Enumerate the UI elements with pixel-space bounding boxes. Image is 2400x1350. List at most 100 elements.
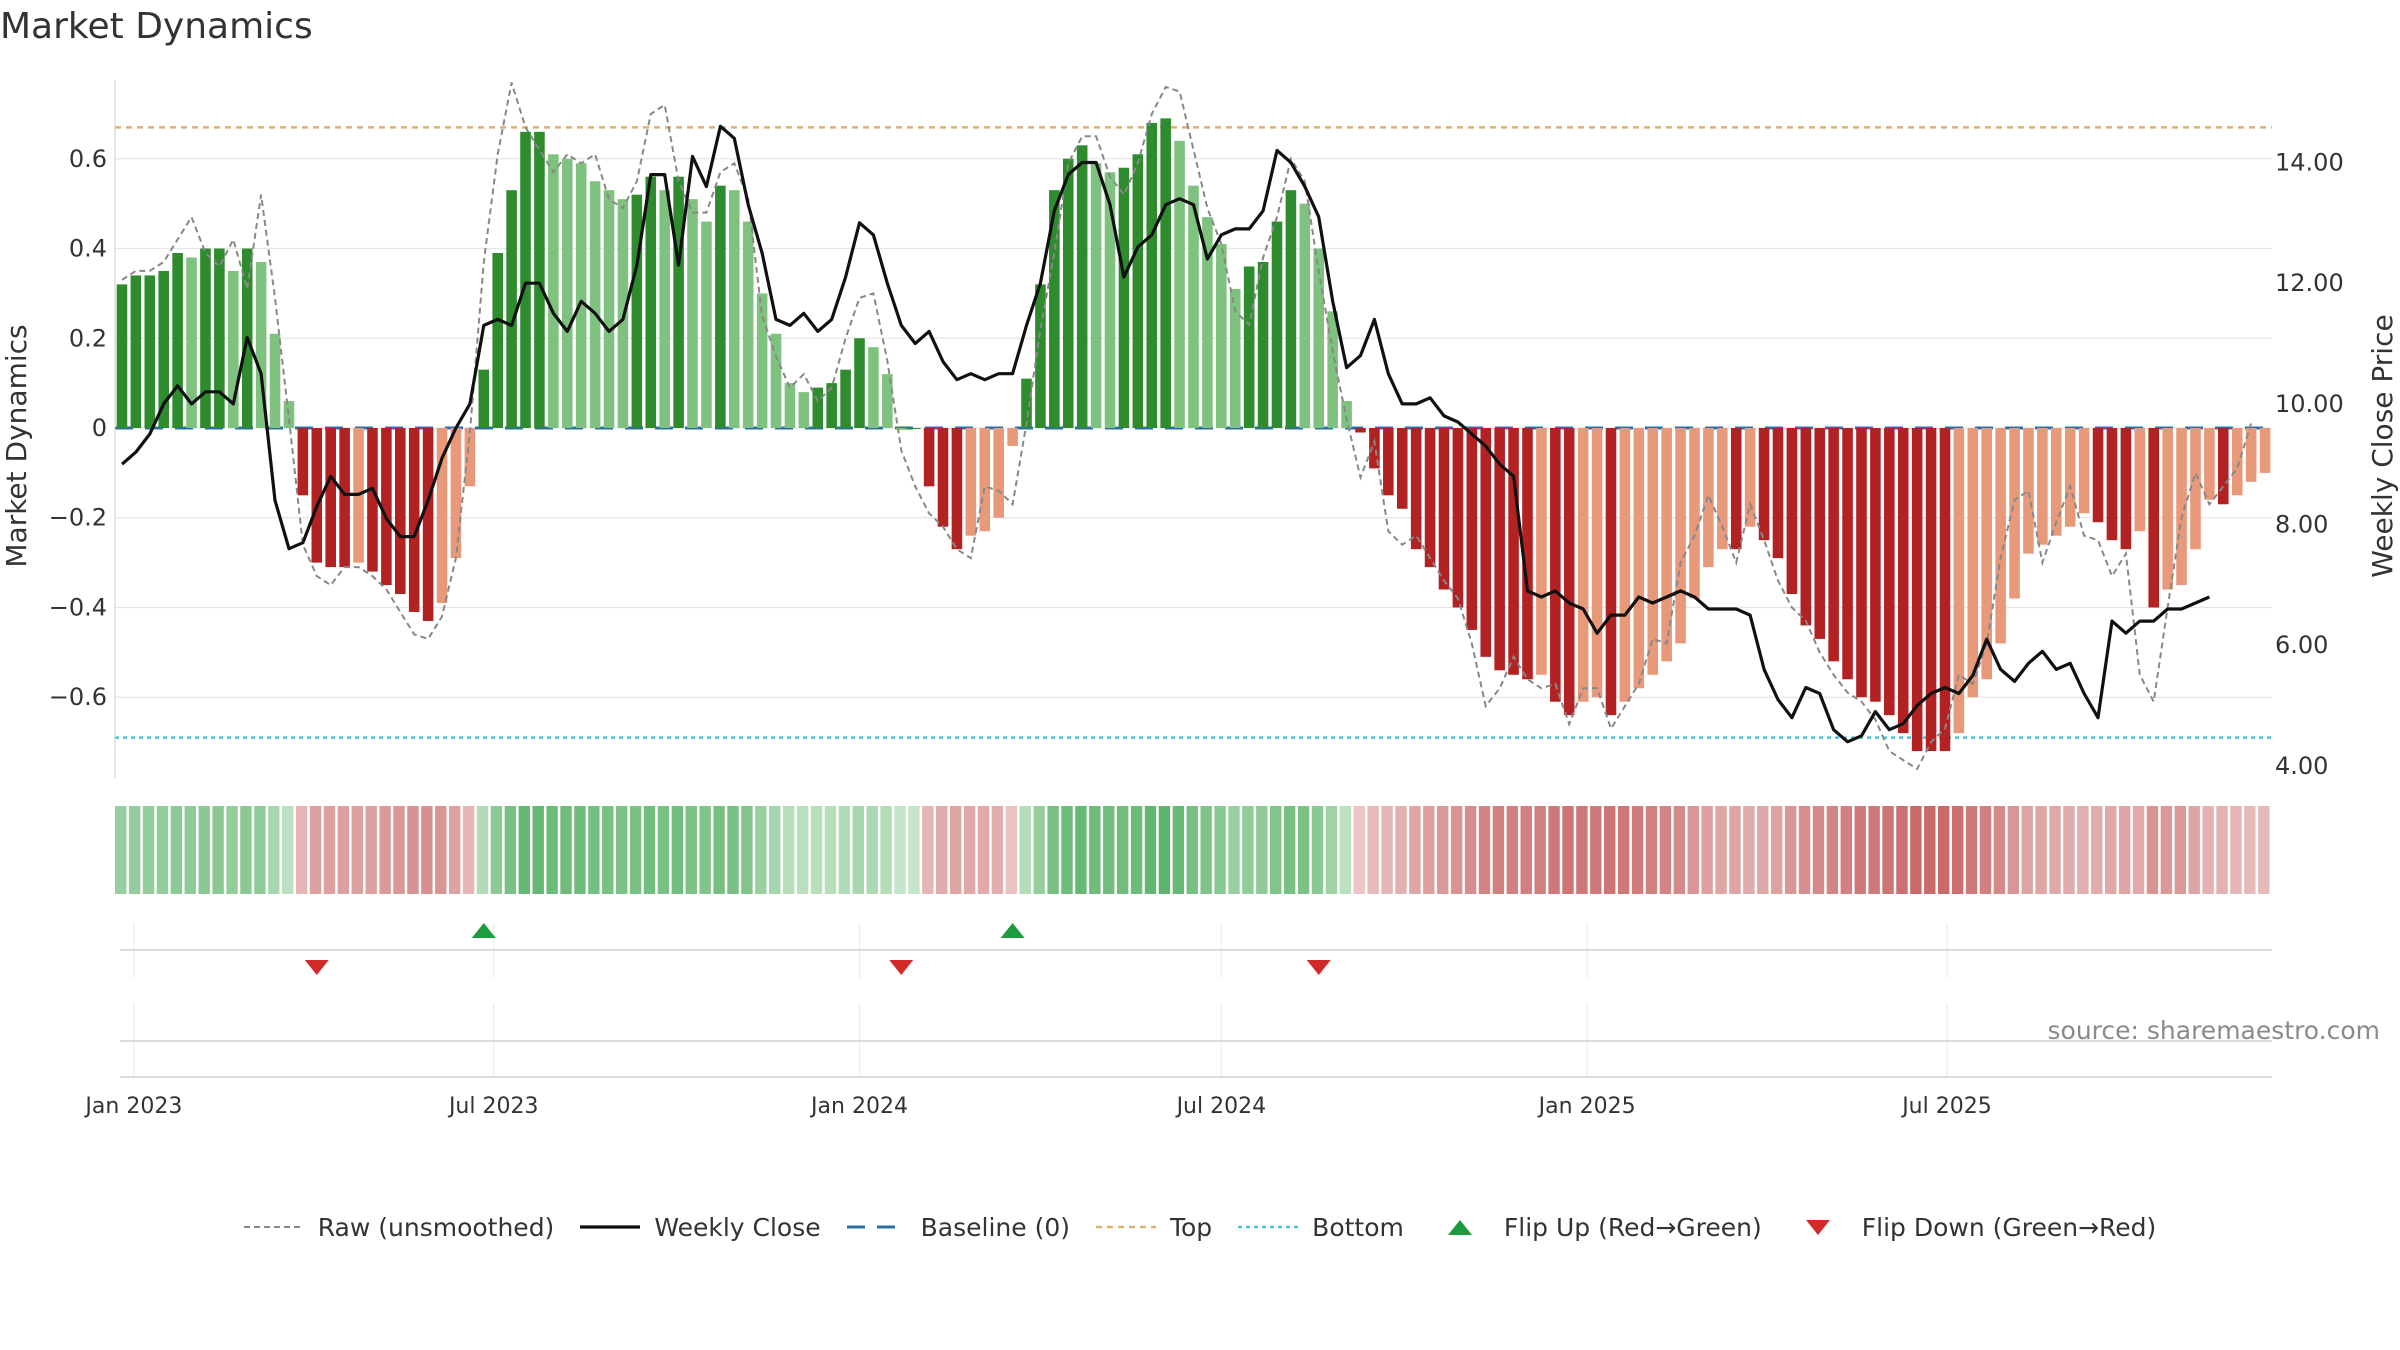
- band-cell: [1478, 806, 1491, 894]
- band-cell: [2021, 806, 2033, 894]
- md-bar: [840, 369, 851, 428]
- band-cell: [936, 806, 948, 894]
- band-cell: [1938, 806, 1950, 894]
- md-bar: [854, 338, 865, 428]
- band-cell: [1882, 806, 1894, 894]
- md-bar: [186, 257, 197, 428]
- md-bar: [1494, 428, 1505, 671]
- band-cell: [1701, 806, 1713, 894]
- md-bar: [1661, 428, 1672, 662]
- band-cell: [1910, 806, 1922, 894]
- band-cell: [852, 806, 864, 894]
- md-bar: [2106, 428, 2118, 541]
- band-cell: [1659, 806, 1672, 894]
- md-bar: [1981, 428, 1993, 680]
- md-bar: [408, 428, 420, 612]
- band-cell: [240, 806, 252, 894]
- band-cell: [1353, 806, 1365, 894]
- md-bar: [1675, 428, 1686, 644]
- md-bar: [1049, 190, 1060, 428]
- band-cell: [1130, 806, 1143, 894]
- band-cell: [1854, 806, 1866, 894]
- band-cell: [1464, 806, 1477, 894]
- band-cell: [184, 806, 196, 894]
- md-bar: [2092, 428, 2104, 523]
- md-bar: [214, 248, 225, 428]
- md-bar: [1243, 266, 1255, 428]
- x-tick-label: Jan 2023: [83, 1094, 182, 1119]
- legend-item-bottom: Bottom: [1238, 1213, 1404, 1242]
- md-bar: [534, 131, 545, 428]
- md-bar: [1939, 428, 1951, 752]
- band-cell: [1868, 806, 1880, 894]
- band-cell: [727, 806, 739, 894]
- md-bar: [1299, 203, 1311, 428]
- band-cell: [212, 806, 224, 894]
- md-bar: [1104, 172, 1116, 428]
- band-cell: [1450, 806, 1463, 894]
- md-bar: [1174, 140, 1185, 429]
- md-bar: [2023, 428, 2034, 554]
- md-bar: [742, 221, 754, 428]
- band-cell: [156, 806, 169, 894]
- band-cell: [699, 806, 711, 894]
- md-bar: [1076, 145, 1088, 429]
- md-bar: [2148, 428, 2160, 608]
- band-cell: [2160, 806, 2173, 894]
- band-cell: [1228, 806, 1240, 894]
- y-axis-left-label: Market Dynamics: [0, 324, 33, 567]
- md-bar: [1035, 284, 1046, 428]
- md-bar: [381, 428, 392, 586]
- md-bar: [506, 190, 517, 428]
- band-cell: [1548, 806, 1560, 894]
- md-bar: [784, 383, 796, 428]
- band-cell: [128, 806, 141, 894]
- md-bar: [1786, 428, 1798, 595]
- md-bar: [1313, 248, 1325, 428]
- band-cell: [2091, 806, 2103, 894]
- band-cell: [755, 806, 767, 894]
- md-bar: [1884, 428, 1895, 716]
- legend-label: Weekly Close: [654, 1212, 821, 1242]
- band-cell: [1270, 806, 1282, 894]
- band-cell: [1325, 806, 1338, 894]
- flip-up-marker: [1000, 923, 1025, 938]
- band-cell: [574, 806, 586, 894]
- legend-label: Flip Down (Green→Red): [1861, 1212, 2157, 1242]
- band-cell: [629, 806, 642, 894]
- md-bar: [728, 190, 740, 428]
- legend-swatch-top: [1095, 1225, 1156, 1229]
- md-bar: [1132, 154, 1144, 429]
- band-cell: [393, 806, 405, 894]
- md-bar: [144, 275, 156, 428]
- legend-label: Raw (unsmoothed): [317, 1212, 555, 1242]
- md-bar: [756, 293, 768, 428]
- band-cell: [1715, 806, 1727, 894]
- md-bar: [575, 163, 587, 428]
- band-cell: [2049, 806, 2061, 894]
- band-cell: [1409, 806, 1421, 894]
- band-cell: [908, 806, 920, 894]
- md-bar: [2176, 428, 2187, 586]
- md-bar: [422, 428, 434, 621]
- md-bar: [1229, 288, 1241, 428]
- band-cell: [2244, 806, 2256, 894]
- band-cell: [1423, 806, 1435, 894]
- md-bar: [1146, 122, 1158, 428]
- band-cell: [504, 806, 517, 894]
- band-cell: [602, 806, 614, 894]
- md-bar: [1619, 428, 1631, 702]
- md-bar: [1536, 428, 1547, 675]
- md-bar: [1007, 428, 1018, 446]
- md-bar: [367, 428, 378, 572]
- band-cell: [741, 806, 753, 894]
- md-bar: [548, 154, 559, 429]
- band-cell: [2216, 806, 2228, 894]
- band-cell: [268, 806, 280, 894]
- band-cell: [1256, 806, 1268, 894]
- md-bar: [868, 347, 879, 428]
- md-bar: [1828, 428, 1839, 662]
- band-cell: [894, 806, 906, 894]
- band-cell: [1116, 806, 1129, 894]
- band-cell: [1604, 806, 1616, 894]
